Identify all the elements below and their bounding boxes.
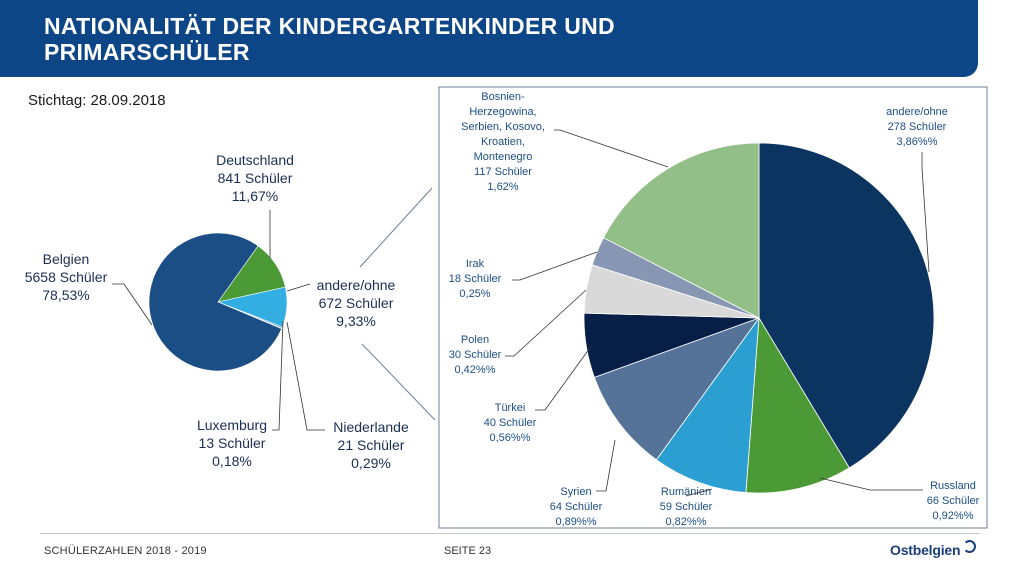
label-tuerkei: Türkei 40 Schüler 0,56%%: [484, 402, 537, 444]
label-rumaenien: Rumänien 59 Schüler 0,82%%: [660, 486, 713, 528]
leader-line: [286, 321, 325, 431]
logo-swirl-icon: [963, 540, 977, 553]
label-irak: Irak 18 Schüler 0,25%: [449, 258, 502, 300]
pie-labels: Belgien 5658 Schüler 78,53% Deutschland 841 …: [25, 91, 980, 528]
leader-line: [921, 152, 930, 273]
leader-line: [112, 283, 153, 326]
detail-frame: [438, 86, 988, 529]
footer-title: SCHÜLERZAHLEN 2018 - 2019: [44, 545, 207, 557]
pie-slice-belgien: [148, 232, 282, 372]
title-line-1: NATIONALITÄT DER KINDERGARTENKINDER UND: [44, 13, 615, 39]
logo-text: Ostbelgien: [890, 542, 961, 558]
page-number: SEITE 23: [444, 545, 492, 557]
leader-line: [505, 289, 587, 357]
pie-slice-bosnien-herzegowina: [602, 142, 760, 319]
label-polen: Polen 30 Schüler 0,42%%: [449, 334, 502, 376]
label-luxemburg: Luxemburg 13 Schüler 0,18%: [197, 417, 267, 469]
title-line-2: PRIMARSCHÜLER: [44, 39, 250, 65]
label-andere-ohne-right: andere/ohne 278 Schüler 3,86%%: [886, 106, 948, 148]
ostbelgien-logo: Ostbelgien: [890, 540, 977, 558]
leader-line: [286, 283, 311, 292]
pie-slice-rumänien: [655, 316, 760, 493]
leader-line: [819, 477, 923, 491]
pie-slice-andere/ohne: [758, 142, 935, 469]
label-andere-ohne-left: andere/ohne 672 Schüler 9,33%: [317, 277, 396, 329]
page-title: NATIONALITÄT DER KINDERGARTENKINDER UND …: [44, 13, 944, 65]
leader-line: [272, 320, 284, 431]
pie-left: [148, 232, 288, 372]
leader-line: [685, 488, 713, 497]
leader-line: [535, 344, 593, 411]
footer-divider: [40, 533, 980, 534]
pie-right: [583, 142, 935, 494]
label-niederlande: Niederlande 21 Schüler 0,29%: [333, 419, 409, 471]
label-syrien: Syrien 64 Schüler 0,89%%: [550, 486, 603, 528]
leader-line: [512, 251, 598, 281]
label-russland: Russland 66 Schüler 0,92%%: [927, 480, 980, 522]
leader-line: [554, 129, 669, 168]
reference-date: Stichtag: 28.09.2018: [28, 92, 166, 109]
pie-slice-syrien: [593, 317, 761, 461]
pie-slice-russland: [745, 316, 850, 494]
label-belgien: Belgien 5658 Schüler 78,53%: [25, 251, 108, 303]
connector-line-top: [359, 187, 433, 268]
label-bosnien: Bosnien-Herzegowina, Serbien, Kosovo, Kroa…: [461, 91, 545, 193]
label-deutschland: Deutschland 841 Schüler 11,67%: [216, 152, 294, 204]
connector-line-bottom: [361, 343, 436, 421]
header-bar: NATIONALITÄT DER KINDERGARTENKINDER UND …: [0, 0, 978, 77]
leader-line: [596, 439, 616, 492]
